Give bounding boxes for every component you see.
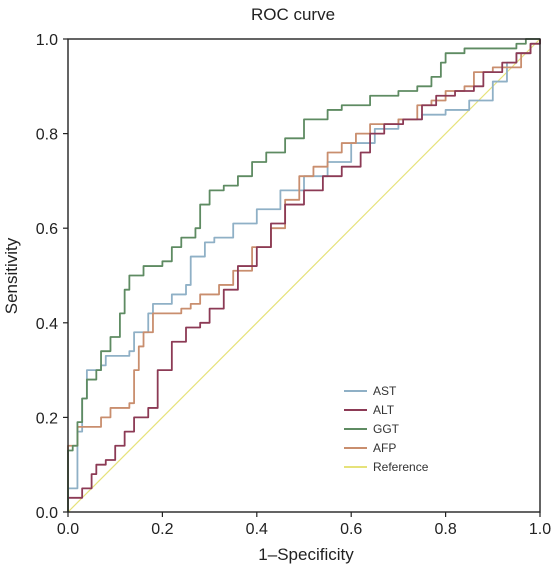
- y-tick-label: 0.2: [36, 410, 58, 427]
- plot-lines: [67, 38, 541, 513]
- y-axis-label: Sensitivity: [2, 237, 21, 314]
- series-line-ggt: [67, 38, 540, 512]
- y-tick-label: 0.6: [36, 221, 58, 238]
- x-tick-label: 0.0: [57, 521, 79, 538]
- x-tick-label: 0.8: [434, 521, 456, 538]
- x-tick-label: 0.6: [340, 521, 362, 538]
- legend-label-alt: ALT: [373, 403, 395, 417]
- y-tick-label: 1.0: [36, 32, 58, 49]
- x-tick-label: 0.2: [151, 521, 173, 538]
- y-tick-label: 0.4: [36, 316, 58, 333]
- legend: AST ALT GGT AFP Reference: [344, 384, 429, 474]
- y-tick-label: 0.0: [36, 505, 58, 522]
- legend-label-afp: AFP: [373, 441, 396, 455]
- series-line-reference: [67, 38, 541, 513]
- axes: 0.0 0.2 0.4 0.6 0.8 1.0 0.0 0.2 0.4 0.6 0.8 1.0: [36, 32, 551, 538]
- legend-label-reference: Reference: [373, 460, 429, 474]
- legend-label-ast: AST: [373, 384, 397, 398]
- y-tick-label: 0.8: [36, 127, 58, 144]
- series-line-alt: [67, 39, 541, 512]
- plot-frame: [67, 38, 541, 513]
- legend-label-ggt: GGT: [373, 422, 400, 436]
- x-tick-label: 1.0: [529, 521, 551, 538]
- x-tick-label: 0.4: [246, 521, 268, 538]
- x-axis-label: 1–Specificity: [258, 545, 354, 564]
- chart-title: ROC curve: [251, 5, 335, 24]
